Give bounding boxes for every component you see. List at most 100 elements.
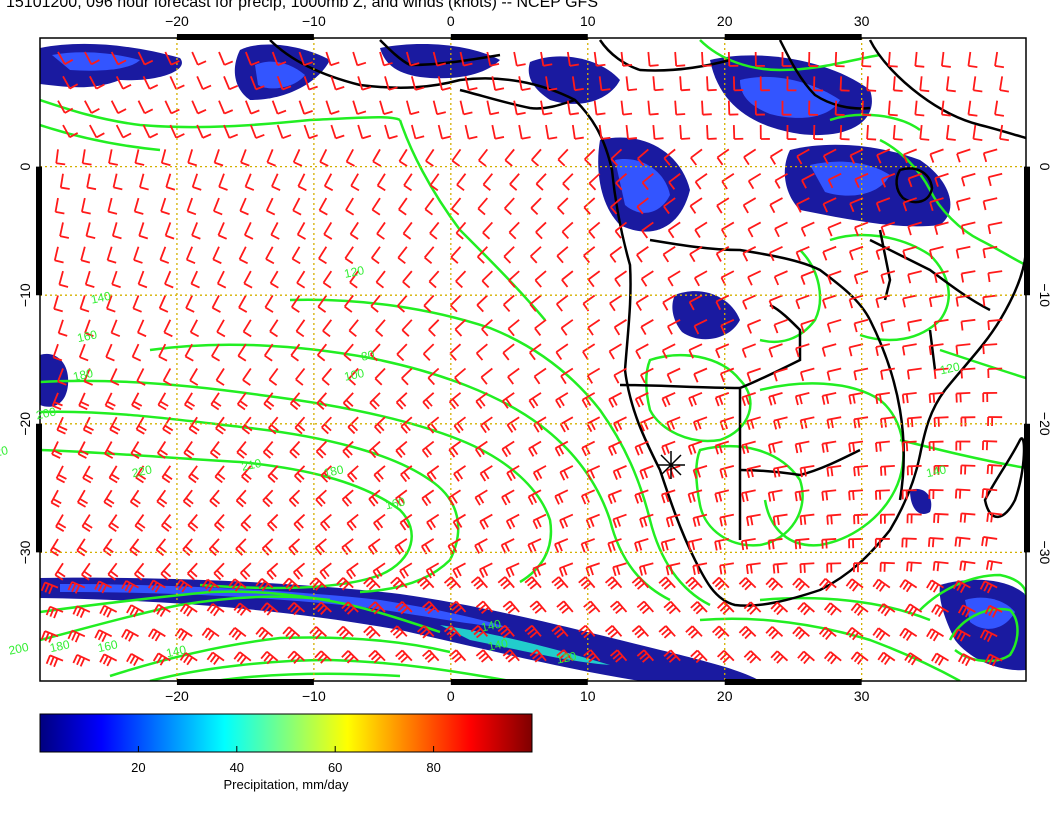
contour-namibia-2 <box>695 445 804 547</box>
wind-barb <box>571 76 584 92</box>
lon-tick-label-bottom: 0 <box>447 688 455 704</box>
wind-barb <box>395 649 413 664</box>
wind-barb <box>164 100 180 115</box>
wind-barb <box>518 124 531 140</box>
wind-barb <box>410 124 425 140</box>
wind-barb <box>437 124 451 140</box>
wind-barb <box>59 173 70 190</box>
wind-barb <box>928 440 944 451</box>
wind-barb <box>690 601 708 615</box>
contour-tropics-3 <box>829 113 921 132</box>
wind-barb <box>368 489 381 507</box>
wind-barb <box>674 51 686 67</box>
wind-barb <box>554 440 569 457</box>
lake-tanganyika <box>878 229 892 301</box>
lon-tick-label-top: 10 <box>580 13 596 29</box>
wind-barb <box>262 489 274 508</box>
wind-barb <box>608 343 622 360</box>
wind-barb <box>662 246 676 263</box>
wind-barb <box>459 100 473 116</box>
wind-barb <box>877 651 896 666</box>
wind-barb <box>450 246 462 264</box>
wind-barb <box>955 294 971 307</box>
wind-barb <box>185 295 195 313</box>
wind-barb <box>276 124 292 140</box>
wind-barb <box>110 100 127 114</box>
wind-barb <box>453 465 467 482</box>
wind-barb <box>475 600 494 614</box>
wind-barb <box>211 343 221 362</box>
wind-barb <box>352 51 367 67</box>
wind-barb <box>839 124 850 141</box>
wind-barb <box>839 76 850 92</box>
wind-barb <box>524 624 542 639</box>
wind-barb <box>504 148 515 167</box>
wind-barb <box>89 124 105 139</box>
wind-barb <box>604 576 623 590</box>
wind-barb <box>481 270 493 288</box>
wind-barb <box>663 600 681 615</box>
wind-barb <box>266 149 276 167</box>
wind-barb <box>566 100 579 116</box>
wind-barb <box>674 100 686 116</box>
wind-barb <box>271 51 287 66</box>
wind-barb <box>290 343 301 362</box>
wind-barb <box>559 465 574 481</box>
wind-barb <box>849 148 864 164</box>
wind-barb <box>994 100 1005 117</box>
wind-barb <box>746 367 761 382</box>
wind-barb <box>613 319 627 336</box>
wind-barb <box>108 465 120 484</box>
wind-barb <box>115 75 132 90</box>
wind-barb <box>507 367 520 385</box>
wind-barb <box>853 318 869 333</box>
wind-barb <box>206 603 225 617</box>
wind-barb <box>587 270 601 288</box>
wind-barb <box>126 653 144 667</box>
wind-barb <box>51 392 63 411</box>
wind-barb <box>982 197 998 211</box>
wind-barb <box>282 626 301 640</box>
precip-area-sahel-mid <box>380 44 500 79</box>
wind-barb <box>399 562 413 579</box>
wind-barb <box>164 222 175 240</box>
wind-barb <box>679 124 691 140</box>
wind-barb <box>914 51 925 68</box>
wind-barb <box>952 628 971 642</box>
wind-barb <box>410 76 425 91</box>
lon-tick-label-bottom: −10 <box>302 688 326 704</box>
wind-barb <box>137 270 148 289</box>
wind-barb <box>491 124 505 140</box>
wind-barb <box>861 100 872 117</box>
wind-barb <box>694 221 708 238</box>
precip-area-congo-core <box>615 159 670 213</box>
wind-barb <box>156 489 168 508</box>
wind-barb <box>561 221 574 240</box>
wind-barb <box>107 562 119 581</box>
wind-barb <box>111 222 122 240</box>
lat-tick-label-left: 0 <box>17 162 33 170</box>
wind-barb <box>67 629 86 643</box>
wind-barb <box>191 51 207 66</box>
wind-barb <box>608 392 622 408</box>
wind-barb <box>872 627 891 641</box>
wind-barb <box>320 465 332 483</box>
wind-barb <box>663 649 681 663</box>
wind-barb <box>928 391 944 404</box>
wind-barb <box>929 148 944 163</box>
contour-160-north <box>40 123 161 152</box>
wind-barb <box>357 76 372 91</box>
wind-barb <box>794 440 810 454</box>
wind-barb <box>901 489 917 500</box>
wind-barb <box>613 416 627 432</box>
wind-barb <box>879 513 895 524</box>
wind-barb <box>747 172 762 190</box>
wind-barb <box>292 197 302 216</box>
wind-barb <box>323 221 333 240</box>
wind-barb <box>242 319 252 338</box>
wind-barb <box>265 246 275 265</box>
wind-barb <box>556 649 574 663</box>
wind-barb <box>481 319 493 337</box>
wind-barb <box>129 489 141 508</box>
wind-barb <box>320 513 332 532</box>
